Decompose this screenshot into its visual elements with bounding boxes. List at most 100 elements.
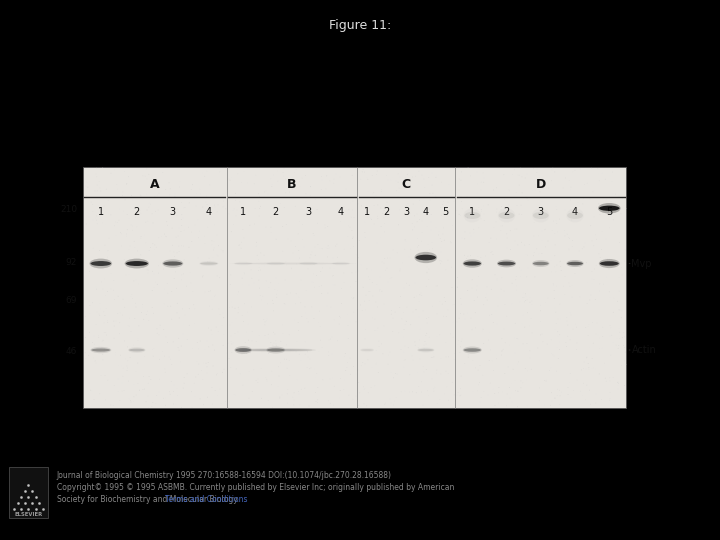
Point [546,335,557,344]
Point [160,333,171,341]
Point [91,308,103,316]
Point [233,308,244,317]
Point [265,338,276,347]
Point [153,388,165,396]
Point [413,167,425,176]
Point [409,338,420,346]
Point [554,300,565,308]
Point [90,214,102,222]
Point [117,191,128,200]
Point [464,229,476,238]
Ellipse shape [125,259,149,268]
Point [207,341,219,349]
Point [191,189,202,198]
Point [546,388,557,397]
Point [371,280,382,289]
Point [83,379,94,387]
Point [303,402,315,410]
Point [194,236,206,245]
Point [454,211,466,220]
Point [127,341,139,349]
Point [613,379,624,388]
Point [614,328,626,336]
Point [421,269,433,278]
Point [581,354,593,362]
Point [410,403,421,411]
Point [359,218,371,227]
Point [420,365,432,374]
Point [593,249,605,258]
Point [230,196,241,205]
Point [276,261,288,269]
Point [140,172,151,180]
Point [604,376,616,385]
Point [418,341,430,349]
Point [480,293,492,302]
Point [595,245,607,254]
Point [564,335,576,344]
Point [491,208,503,217]
Ellipse shape [464,212,480,219]
Point [456,197,467,206]
Point [426,286,438,294]
Point [317,264,328,272]
Point [563,245,575,253]
Point [294,217,305,226]
Point [516,188,528,197]
Point [316,245,328,253]
Point [99,241,111,249]
Point [372,212,383,220]
Ellipse shape [163,259,184,268]
Point [108,334,120,342]
Point [519,323,531,332]
Point [260,187,271,195]
Point [181,369,193,378]
Point [546,267,557,276]
Text: Society for Biochemistry and Molecular Biology.: Society for Biochemistry and Molecular B… [57,495,239,504]
Ellipse shape [267,262,284,265]
Point [489,401,500,410]
Point [594,280,606,288]
Point [582,179,593,187]
Text: D: D [536,178,546,191]
Point [181,282,192,291]
Point [253,197,264,206]
Ellipse shape [91,348,110,352]
Point [174,314,185,322]
Point [127,221,138,230]
Point [468,225,480,234]
Text: 2: 2 [384,207,390,217]
Point [477,325,489,334]
Point [332,253,343,261]
Point [299,384,310,393]
Point [413,382,425,391]
Point [244,221,256,230]
Point [459,251,470,260]
Point [223,175,235,184]
Point [509,348,521,357]
Point [365,383,377,391]
Point [352,267,364,275]
Point [564,234,575,243]
Point [396,167,408,176]
Point [526,314,537,323]
Point [323,348,334,356]
Point [212,252,224,260]
Point [500,339,511,347]
Point [494,258,505,267]
Point [485,248,497,257]
Point [162,302,174,310]
Point [246,274,258,282]
Point [551,282,562,291]
Point [96,343,108,352]
Point [410,306,422,314]
Point [552,391,563,400]
Point [449,349,461,358]
Point [586,237,598,245]
Point [248,279,260,287]
Point [125,292,137,301]
Point [294,177,305,186]
Point [477,201,489,210]
Point [282,290,293,299]
Ellipse shape [361,349,374,351]
